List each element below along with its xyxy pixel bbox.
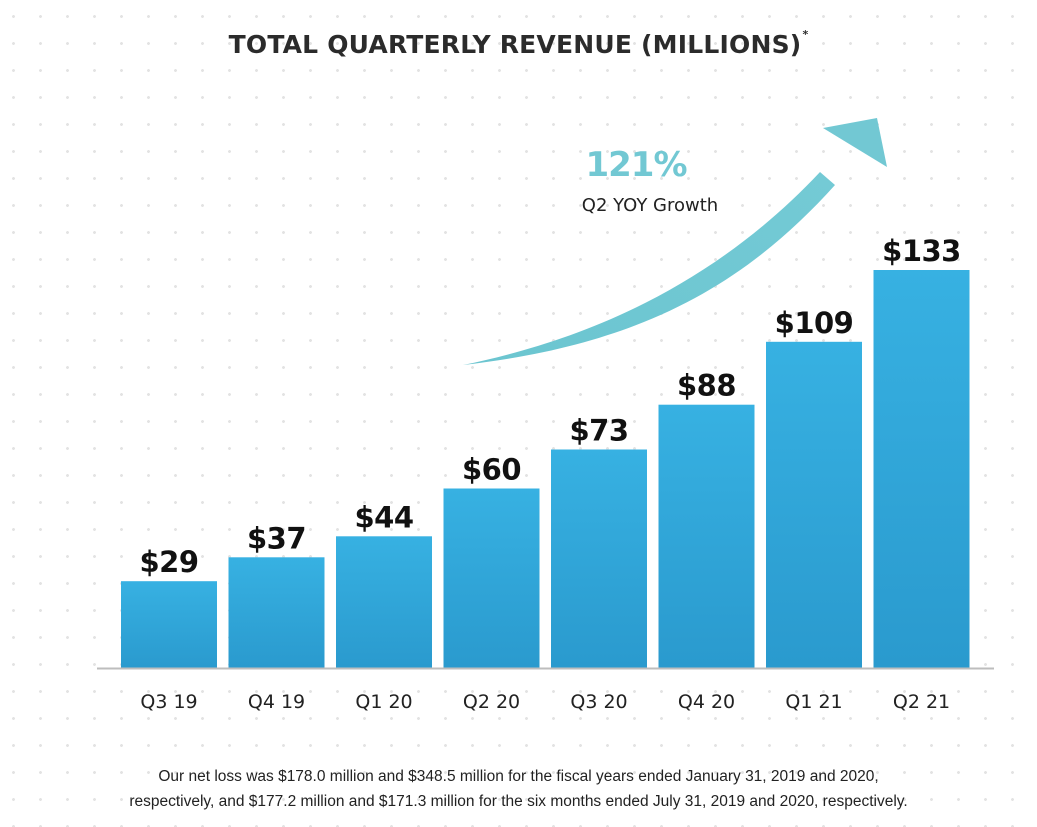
bar-value-label: $88 (677, 369, 736, 403)
footnote-line-2: respectively, and $177.2 million and $17… (129, 793, 908, 810)
x-tick-label: Q2 20 (463, 691, 520, 713)
title-footnote-marker: * (802, 28, 809, 41)
growth-arrow: 121% Q2 YOY Growth (463, 118, 887, 365)
bar-q2-20 (443, 488, 540, 668)
chart-title-text: TOTAL QUARTERLY REVENUE (MILLIONS) (228, 30, 802, 59)
chart-title: TOTAL QUARTERLY REVENUE (MILLIONS)* (0, 28, 1037, 59)
value-labels-layer: $29 $37 $44 $60 $73 $88 $109 $133 (139, 234, 961, 579)
bar-q1-20 (336, 536, 432, 668)
bar-q2-21 (873, 270, 970, 668)
bars-layer (121, 270, 970, 668)
bar-q3-19 (121, 581, 217, 668)
bar-value-label: $133 (882, 234, 961, 268)
x-tick-label: Q4 19 (248, 691, 305, 713)
footnote: Our net loss was $178.0 million and $348… (0, 764, 1037, 814)
bar-q1-21 (766, 341, 862, 668)
bar-q4-20 (658, 404, 755, 668)
x-tick-label: Q3 19 (140, 691, 197, 713)
bar-value-label: $29 (139, 545, 198, 579)
footnote-line-1: Our net loss was $178.0 million and $348… (158, 768, 879, 785)
bar-q3-20 (551, 449, 647, 668)
x-tick-label: Q1 21 (785, 691, 842, 713)
growth-arrowhead-icon (823, 118, 887, 167)
x-tick-label: Q3 20 (570, 691, 627, 713)
x-tick-label: Q4 20 (678, 691, 735, 713)
bar-q4-19 (228, 557, 325, 668)
growth-percent-label: 121% (585, 145, 686, 185)
bar-value-label: $73 (569, 414, 628, 448)
bar-value-label: $109 (775, 306, 854, 340)
bar-value-label: $60 (462, 453, 521, 487)
bar-value-label: $44 (354, 500, 413, 534)
growth-caption-label: Q2 YOY Growth (582, 195, 718, 216)
x-tick-label: Q2 21 (893, 691, 950, 713)
bar-value-label: $37 (247, 521, 306, 555)
x-tick-label: Q1 20 (355, 691, 412, 713)
x-axis-tick-labels: Q3 19 Q4 19 Q1 20 Q2 20 Q3 20 Q4 20 Q1 21 Q2 21 (140, 691, 950, 713)
